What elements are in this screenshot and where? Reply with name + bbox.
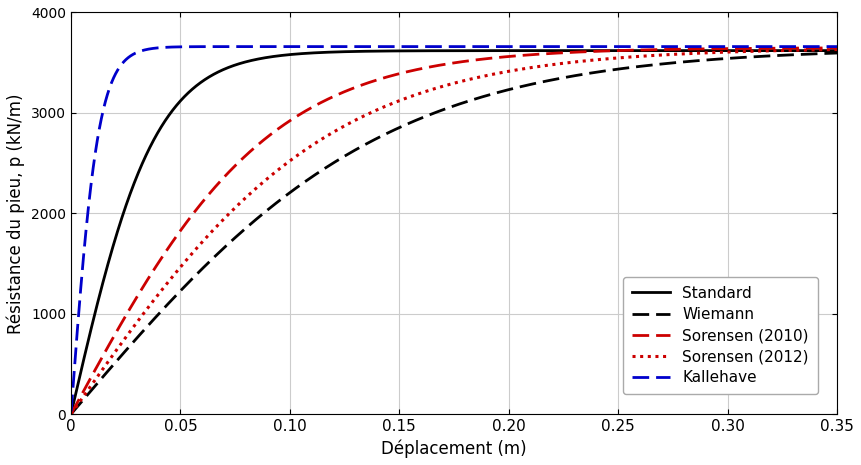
Line: Wiemann: Wiemann [71, 53, 837, 414]
Sorensen (2010) [734, 46, 745, 51]
Standard [832, 48, 842, 53]
Wiemann [832, 50, 842, 56]
Line: Sorensen (2010): Sorensen (2010) [71, 48, 837, 414]
Standard [199, 77, 209, 83]
Sorensen (2012) [153, 291, 164, 297]
Line: Kallehave: Kallehave [71, 46, 837, 411]
Sorensen (2010) [393, 71, 403, 77]
Sorensen (2010) [832, 45, 842, 51]
Kallehave [832, 44, 842, 49]
Standard [734, 48, 745, 53]
Legend: Standard, Wiemann, Sorensen (2010), Sorensen (2012), Kallehave: Standard, Wiemann, Sorensen (2010), Sore… [623, 277, 818, 394]
Line: Sorensen (2012): Sorensen (2012) [71, 49, 837, 414]
Sorensen (2012) [199, 237, 209, 243]
Kallehave [66, 408, 77, 414]
Sorensen (2010) [199, 197, 209, 203]
Y-axis label: Résistance du pieu, p (kN/m): Résistance du pieu, p (kN/m) [7, 93, 26, 333]
Kallehave [734, 44, 745, 49]
Line: Standard: Standard [71, 51, 837, 413]
Sorensen (2012) [360, 113, 370, 118]
Sorensen (2012) [832, 46, 842, 52]
Wiemann [734, 55, 745, 60]
Kallehave [153, 45, 164, 51]
Standard [153, 128, 164, 134]
Sorensen (2012) [734, 49, 745, 54]
X-axis label: Déplacement (m): Déplacement (m) [381, 439, 527, 458]
Sorensen (2010) [817, 45, 827, 51]
Kallehave [585, 44, 596, 49]
Wiemann [393, 126, 403, 131]
Sorensen (2012) [66, 411, 77, 417]
Wiemann [817, 51, 827, 56]
Kallehave [360, 44, 370, 49]
Wiemann [199, 264, 209, 270]
Sorensen (2012) [393, 99, 403, 104]
Sorensen (2010) [66, 411, 77, 417]
Standard [393, 48, 403, 53]
Standard [817, 48, 827, 53]
Wiemann [360, 142, 370, 147]
Wiemann [153, 311, 164, 317]
Kallehave [817, 44, 827, 49]
Sorensen (2010) [153, 260, 164, 266]
Wiemann [66, 411, 77, 417]
Standard [66, 411, 77, 416]
Kallehave [199, 44, 209, 49]
Sorensen (2012) [817, 47, 827, 53]
Standard [360, 48, 370, 54]
Kallehave [393, 44, 403, 49]
Sorensen (2010) [360, 81, 370, 86]
